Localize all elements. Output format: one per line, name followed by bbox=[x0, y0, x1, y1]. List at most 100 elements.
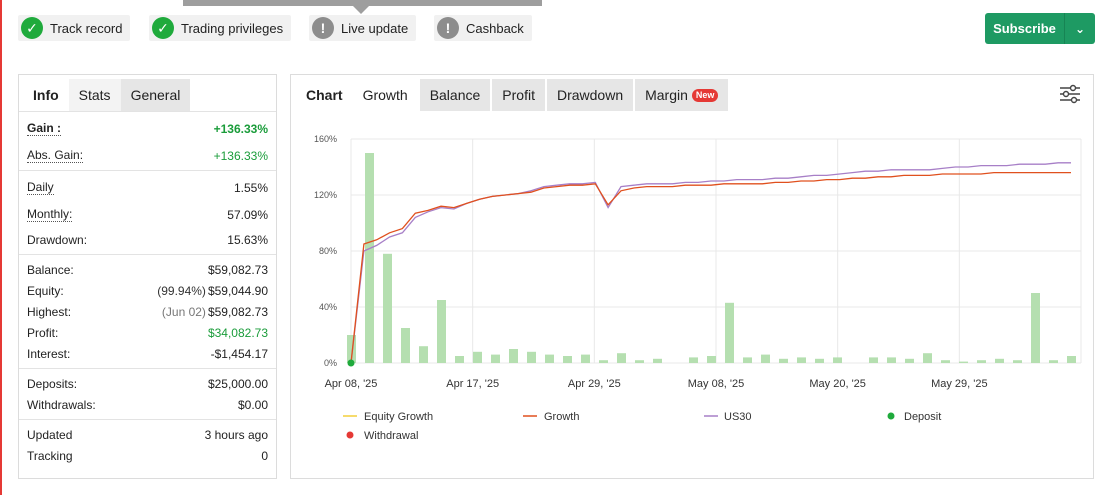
stat-profit: Profit: $34,082.73 bbox=[27, 322, 268, 343]
daily-bar bbox=[689, 357, 698, 363]
tab-margin[interactable]: Margin New bbox=[635, 79, 729, 111]
stat-value: -$1,454.17 bbox=[210, 346, 268, 361]
stat-daily: Daily 1.55% bbox=[27, 177, 268, 198]
daily-bar bbox=[995, 358, 1004, 363]
stat-label[interactable]: Monthly: bbox=[27, 206, 73, 222]
daily-bar bbox=[797, 357, 806, 363]
stat-equity: Equity: (99.94%) $59,044.90 bbox=[27, 280, 268, 301]
tab-general[interactable]: General bbox=[120, 79, 191, 111]
y-tick-label: 0% bbox=[324, 358, 337, 368]
daily-bar bbox=[347, 335, 356, 363]
stat-value: $0.00 bbox=[237, 397, 268, 412]
stat-label: Interest: bbox=[27, 346, 71, 361]
y-tick-label: 120% bbox=[314, 190, 337, 200]
daily-bar bbox=[635, 360, 644, 363]
daily-bar bbox=[761, 354, 770, 363]
stats-panel: Info Stats General Gain : +136.33% Abs. … bbox=[18, 74, 277, 479]
highest-amount: $59,082.73 bbox=[207, 304, 268, 319]
stats-tabs: Info Stats General bbox=[19, 75, 276, 111]
daily-bar bbox=[509, 349, 518, 363]
stat-balance: Balance: $59,082.73 bbox=[27, 259, 268, 280]
tab-profit[interactable]: Profit bbox=[492, 79, 545, 111]
badge-trading-privileges[interactable]: ✓ Trading privileges bbox=[149, 15, 292, 41]
daily-bar bbox=[563, 356, 572, 363]
daily-bar bbox=[923, 353, 932, 363]
tab-growth[interactable]: Growth bbox=[352, 79, 418, 111]
legend-equity-growth[interactable]: Equity Growth bbox=[364, 411, 433, 423]
sliders-icon[interactable] bbox=[1059, 83, 1081, 105]
tab-chart[interactable]: Chart bbox=[296, 79, 353, 111]
daily-bar bbox=[581, 354, 590, 363]
chart-legend: Equity Growth Growth US30 Deposit Withdr… bbox=[343, 411, 941, 442]
daily-bar bbox=[653, 358, 662, 363]
check-circle-icon: ✓ bbox=[21, 17, 43, 39]
stat-value: +136.33% bbox=[213, 121, 268, 136]
legend-deposit-swatch bbox=[887, 412, 895, 420]
stat-label: Withdrawals: bbox=[27, 397, 96, 412]
tab-drawdown[interactable]: Drawdown bbox=[546, 79, 634, 111]
legend-growth[interactable]: Growth bbox=[544, 411, 579, 423]
stat-label[interactable]: Gain : bbox=[27, 120, 62, 136]
legend-us30[interactable]: US30 bbox=[724, 411, 752, 423]
x-tick-label: Apr 08, '25 bbox=[325, 378, 378, 390]
stat-value: +136.33% bbox=[213, 148, 268, 163]
y-tick-label: 160% bbox=[314, 134, 337, 144]
stat-monthly: Monthly: 57.09% bbox=[27, 204, 268, 225]
chart-panel: Chart Growth Balance Profit Drawdown Mar… bbox=[290, 74, 1094, 479]
daily-bar bbox=[941, 360, 950, 363]
stat-value: $59,082.73 bbox=[207, 262, 268, 277]
badge-live-update[interactable]: ! Live update bbox=[309, 15, 417, 41]
growth-chart: 0%40%80%120%160% Apr 08, '25 Apr 17, '25 A… bbox=[314, 134, 1082, 442]
stat-drawdown: Drawdown: 15.63% bbox=[27, 229, 268, 250]
growth-line bbox=[350, 171, 1071, 364]
stat-label[interactable]: Abs. Gain: bbox=[27, 147, 84, 163]
balance-group: Balance: $59,082.73 Equity: (99.94%) $59,… bbox=[19, 254, 276, 368]
chevron-down-icon[interactable]: ⌄ bbox=[1074, 21, 1086, 36]
us30-line bbox=[350, 162, 1071, 364]
daily-bar bbox=[833, 357, 842, 363]
daily-bar bbox=[725, 302, 734, 363]
stat-value: $34,082.73 bbox=[207, 325, 268, 340]
chart-lines bbox=[347, 162, 1071, 367]
daily-bar bbox=[743, 357, 752, 363]
subscribe-button[interactable]: Subscribe ⌄ bbox=[985, 13, 1095, 44]
legend-withdrawal-swatch bbox=[346, 431, 354, 439]
badge-label: Trading privileges bbox=[181, 20, 284, 36]
tab-info[interactable]: Info bbox=[23, 79, 69, 111]
daily-bar bbox=[779, 358, 788, 363]
stat-value: 57.09% bbox=[227, 207, 268, 222]
daily-bar bbox=[617, 353, 626, 363]
deposit-marker bbox=[347, 359, 355, 367]
stat-label[interactable]: Daily bbox=[27, 179, 54, 195]
legend-withdrawal[interactable]: Withdrawal bbox=[364, 430, 418, 442]
stat-label: Balance: bbox=[27, 262, 74, 277]
daily-bar bbox=[383, 253, 392, 363]
daily-bar bbox=[977, 360, 986, 363]
daily-bar bbox=[959, 361, 968, 363]
badge-track-record[interactable]: ✓ Track record bbox=[18, 15, 131, 41]
badge-cashback[interactable]: ! Cashback bbox=[434, 15, 532, 41]
chart-tabs: Chart Growth Balance Profit Drawdown Mar… bbox=[291, 75, 1093, 111]
daily-bar bbox=[365, 153, 374, 363]
subscribe-label: Subscribe bbox=[985, 13, 1065, 44]
stat-deposits: Deposits: $25,000.00 bbox=[27, 373, 268, 394]
equity-percent: (99.94%) bbox=[157, 283, 206, 298]
stat-withdrawals: Withdrawals: $0.00 bbox=[27, 394, 268, 415]
daily-bar bbox=[437, 300, 446, 363]
exclamation-circle-icon: ! bbox=[437, 17, 459, 39]
check-circle-icon: ✓ bbox=[152, 17, 174, 39]
legend-deposit[interactable]: Deposit bbox=[904, 411, 941, 423]
tab-stats[interactable]: Stats bbox=[68, 79, 121, 111]
daily-bar bbox=[401, 328, 410, 363]
stat-label: Tracking bbox=[27, 448, 73, 463]
daily-bar bbox=[455, 356, 464, 363]
gain-group: Gain : +136.33% Abs. Gain: +136.33% bbox=[19, 111, 276, 170]
daily-bar bbox=[599, 360, 608, 363]
daily-bar bbox=[419, 346, 428, 363]
exclamation-circle-icon: ! bbox=[312, 17, 334, 39]
stat-label: Deposits: bbox=[27, 376, 78, 391]
tooltip-caret bbox=[353, 6, 369, 14]
tooltip-bar bbox=[183, 0, 542, 6]
tab-balance[interactable]: Balance bbox=[419, 79, 491, 111]
daily-bar bbox=[473, 351, 482, 363]
